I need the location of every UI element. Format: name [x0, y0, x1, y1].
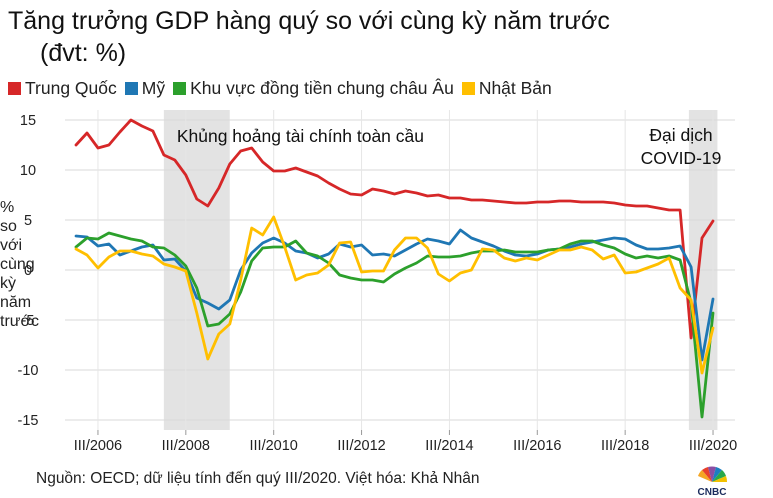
- y-tick-label: 0: [24, 263, 32, 279]
- x-tick-label: III/2016: [513, 438, 561, 454]
- y-tick-label: -5: [22, 313, 35, 329]
- y-axis-label-line: với: [0, 237, 23, 254]
- y-axis-label-line: kỳ: [0, 275, 16, 292]
- x-tick-label: III/2020: [689, 438, 737, 454]
- x-tick-label: III/2006: [74, 438, 122, 454]
- y-tick-label: -10: [18, 363, 39, 379]
- y-axis-label-line: cùng: [0, 256, 35, 273]
- legend-swatch-eurozone: [173, 81, 187, 95]
- series-line-0: [74, 118, 715, 340]
- x-tick-label: III/2014: [425, 438, 473, 454]
- y-tick-label: 5: [24, 213, 32, 229]
- annotation-covid: COVID-19: [641, 148, 722, 168]
- legend-item-eurozone: Khu vực đồng tiền chung châu Âu: [173, 78, 454, 99]
- legend-item-usa: Mỹ: [124, 77, 166, 99]
- legend-label-china: Trung Quốc: [25, 77, 117, 98]
- y-tick-label: 15: [20, 113, 36, 129]
- legend-swatch-japan: [461, 81, 475, 95]
- legend-label-japan: Nhật Bản: [478, 77, 552, 98]
- x-tick-label: III/2008: [162, 438, 210, 454]
- legend-label-usa: Mỹ: [141, 77, 166, 98]
- cnbc-logo: CNBC: [698, 466, 728, 496]
- series-line-3: [74, 215, 715, 375]
- logo-wordmark: CNBC: [698, 487, 727, 496]
- legend-label-eurozone: Khu vực đồng tiền chung châu Âu: [190, 77, 454, 98]
- series-line-1: [74, 228, 715, 362]
- y-axis-label: % so với cùng kỳ năm trước: [0, 198, 50, 331]
- series-line-2: [74, 231, 715, 419]
- legend: Trung Quốc Mỹ Khu vực đồng tiền chung ch…: [8, 76, 560, 100]
- y-axis-label-line: so: [0, 218, 17, 235]
- annotation-covid: Đại dịch: [649, 125, 712, 145]
- chart-title: Tăng trưởng GDP hàng quý so với cùng kỳ …: [8, 7, 610, 35]
- y-axis-label-line: %: [0, 199, 15, 216]
- legend-item-china: Trung Quốc: [8, 78, 117, 99]
- legend-item-japan: Nhật Bản: [461, 77, 552, 99]
- x-tick-label: III/2010: [250, 438, 298, 454]
- chart-subtitle: (đvt: %): [40, 39, 127, 67]
- y-axis-label-line: trước: [0, 313, 39, 330]
- x-tick-label: III/2018: [601, 438, 649, 454]
- peacock-icon: [698, 466, 728, 482]
- source-note: Nguồn: OECD; dữ liệu tính đến quý III/20…: [36, 470, 480, 487]
- y-tick-label: -15: [18, 413, 39, 429]
- x-tick-label: III/2012: [337, 438, 385, 454]
- legend-swatch-usa: [124, 81, 138, 95]
- legend-swatch-china: [8, 81, 21, 95]
- annotation-financial-crisis: Khủng hoảng tài chính toàn cầu: [177, 126, 424, 146]
- y-axis-label-line: năm: [0, 294, 32, 311]
- y-tick-label: 10: [20, 163, 36, 179]
